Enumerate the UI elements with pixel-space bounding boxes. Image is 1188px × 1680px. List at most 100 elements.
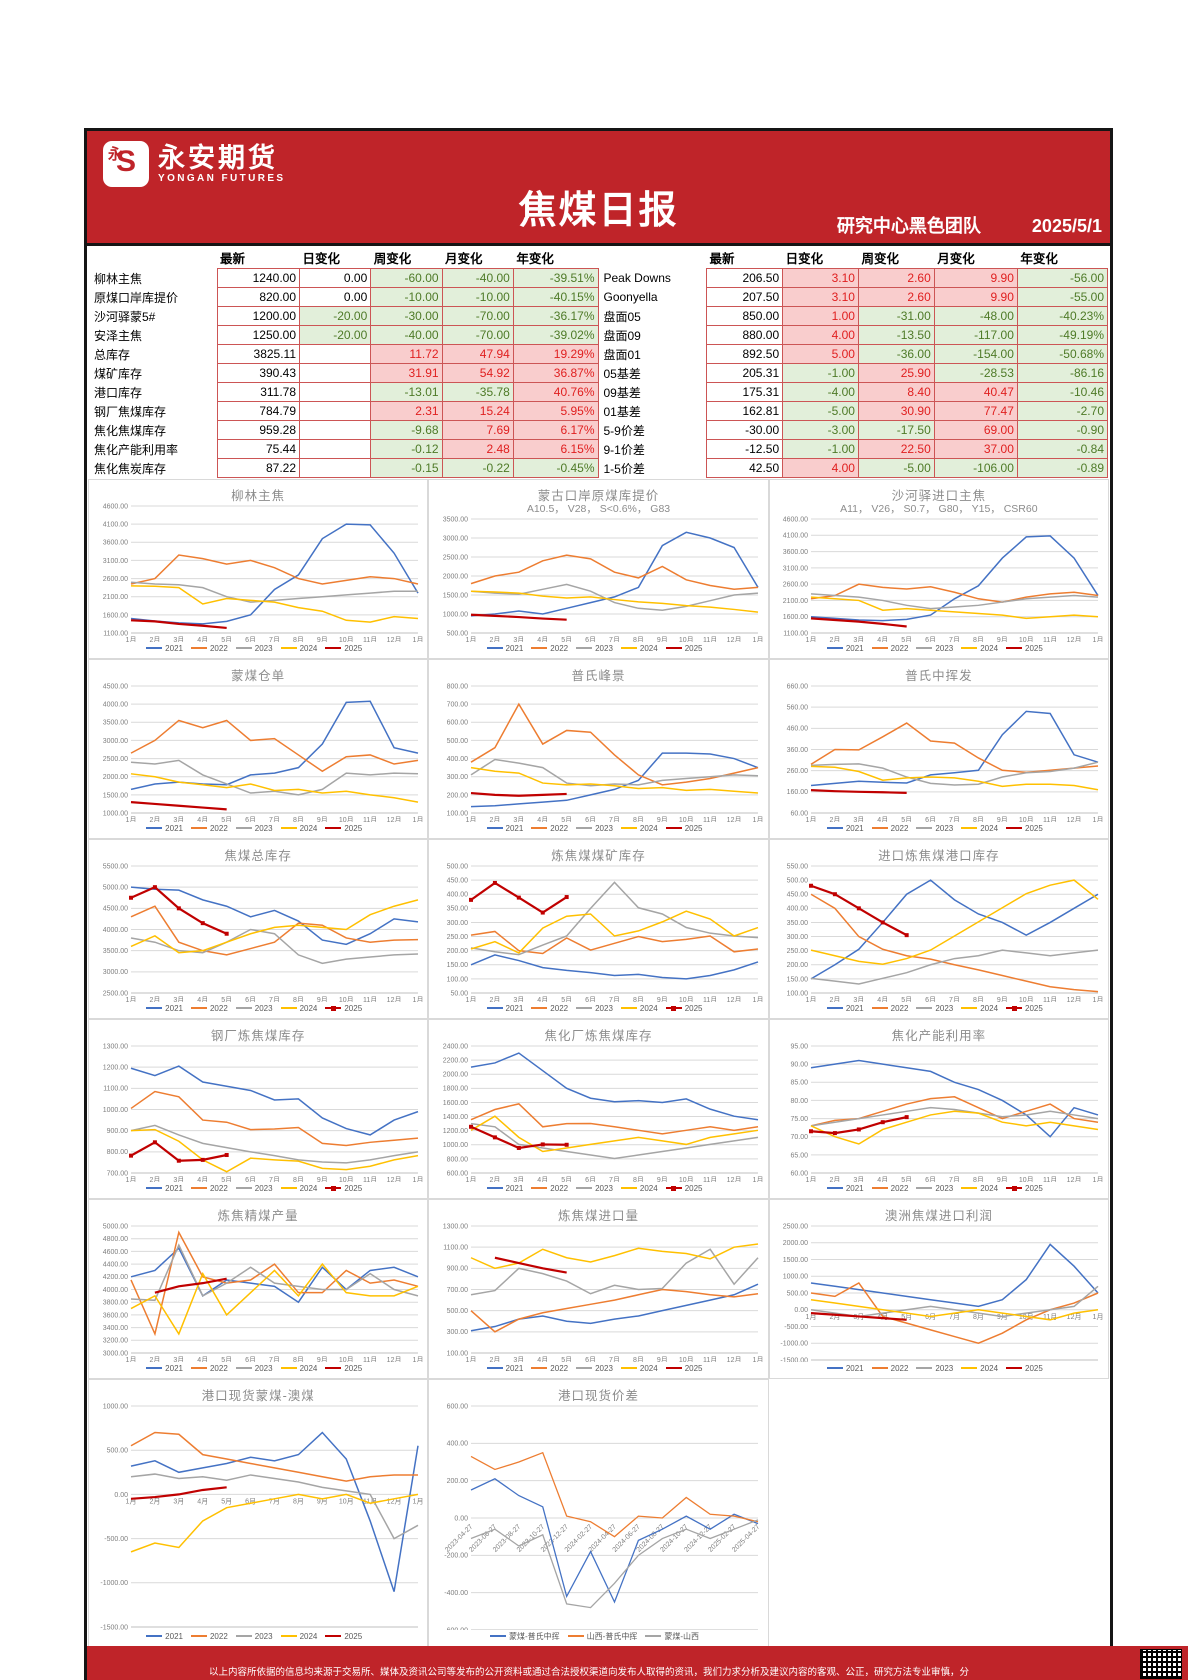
svg-text:450.00: 450.00 <box>787 892 809 899</box>
svg-text:2600.00: 2600.00 <box>102 576 127 583</box>
svg-text:2200.00: 2200.00 <box>443 1058 468 1065</box>
value-cell: -40.23% <box>1016 306 1109 326</box>
table-row: 总库存 3825.11 11.72 47.94 19.29% <box>89 344 599 364</box>
svg-text:6月: 6月 <box>585 816 596 822</box>
svg-text:12月: 12月 <box>1067 996 1082 1002</box>
chart-plot: 1000.00 1500.00 2000.00 2500.00 3000.00 3500.… <box>102 683 423 822</box>
svg-text:4月: 4月 <box>878 636 889 642</box>
table-row: 5-9价差 -30.00 -3.00 -17.50 69.00 -0.90 <box>598 420 1109 440</box>
svg-text:1月: 1月 <box>1093 1313 1104 1321</box>
svg-text:3月: 3月 <box>513 816 524 822</box>
svg-text:6月: 6月 <box>585 996 596 1002</box>
svg-text:1600.00: 1600.00 <box>443 1100 468 1107</box>
svg-text:5月: 5月 <box>902 636 913 642</box>
svg-text:4月: 4月 <box>537 1176 548 1182</box>
chart-plot: -1500.00 -1000.00 -500.00 0.00 500.00 1000.00… <box>781 1223 1104 1362</box>
legend-line-icon <box>190 1007 207 1010</box>
value-cell: 311.78 <box>216 382 301 402</box>
legend-label: 2021 <box>165 1631 183 1641</box>
value-cell: 2.60 <box>857 287 935 307</box>
svg-text:5月: 5月 <box>221 1356 232 1362</box>
value-cell: 37.00 <box>933 439 1018 459</box>
chart-title: 钢厂炼焦煤库存 <box>210 1029 306 1043</box>
svg-text:100.00: 100.00 <box>447 1350 469 1357</box>
svg-text:5月: 5月 <box>221 1176 232 1182</box>
table-row: 钢厂焦煤库存 784.79 2.31 15.24 5.95% <box>89 401 599 421</box>
legend-label: 2021 <box>165 1363 183 1373</box>
svg-text:7月: 7月 <box>949 996 960 1002</box>
svg-text:200.00: 200.00 <box>447 1478 469 1485</box>
table-row: Goonyella 207.50 3.10 2.60 9.90 -55.00 <box>598 287 1109 307</box>
svg-text:12月: 12月 <box>727 816 742 822</box>
chart-title: 港口现货价差 <box>557 1389 639 1403</box>
svg-text:6月: 6月 <box>245 1356 256 1362</box>
chart-title: 焦煤总库存 <box>224 849 292 863</box>
series-2022 <box>130 1431 418 1482</box>
value-cell: 1200.00 <box>216 306 301 326</box>
svg-text:200.00: 200.00 <box>787 962 809 969</box>
value-cell: -56.00 <box>1016 268 1109 288</box>
svg-text:10月: 10月 <box>1019 816 1034 822</box>
value-cell: -60.00 <box>370 268 443 288</box>
series-2025 <box>811 1312 908 1321</box>
svg-text:1000.00: 1000.00 <box>102 1107 127 1114</box>
chart-legend: 2021 2022 2023 2024 2025 <box>486 642 711 654</box>
value-cell: -48.00 <box>933 306 1018 326</box>
chart-plot: 3000.00 3200.00 3400.00 3600.00 3800.00 4000.… <box>102 1223 423 1362</box>
svg-text:700.00: 700.00 <box>106 1170 128 1177</box>
legend-label: 2025 <box>684 1363 703 1373</box>
legend-label: 2024 <box>299 1631 318 1641</box>
svg-text:8月: 8月 <box>973 1176 984 1182</box>
svg-text:10月: 10月 <box>679 1356 694 1362</box>
svg-text:3月: 3月 <box>173 816 184 822</box>
svg-text:-1000.00: -1000.00 <box>781 1341 809 1348</box>
value-cell: 11.72 <box>370 344 443 364</box>
svg-text:7月: 7月 <box>269 636 280 642</box>
series-2025 <box>811 789 908 794</box>
svg-text:8月: 8月 <box>293 1176 304 1182</box>
table-row: 05基差 205.31 -1.00 25.90 -28.53 -86.16 <box>598 363 1109 383</box>
table-row: 09基差 175.31 -4.00 8.40 40.47 -10.46 <box>598 382 1109 402</box>
svg-text:11月: 11月 <box>703 996 717 1002</box>
legend-label: 2023 <box>254 1183 273 1193</box>
column-header: 最新 <box>220 252 246 266</box>
value-cell: -36.00 <box>857 344 935 364</box>
svg-text:1月: 1月 <box>753 1356 764 1362</box>
column-header: 月变化 <box>937 252 975 266</box>
series-山西-普氏中挥 <box>470 1451 759 1538</box>
value-cell: 36.87% <box>512 363 599 383</box>
legend-line-icon <box>961 1187 978 1190</box>
chart-16: 港口现货蒙煤-澳煤 -1500.00 -1000.00 -500.00 0.00 500.… <box>88 1379 429 1647</box>
svg-text:3500.00: 3500.00 <box>102 720 127 727</box>
svg-text:9月: 9月 <box>317 636 328 642</box>
value-cell <box>299 439 372 459</box>
legend-line-icon <box>1006 1367 1023 1370</box>
svg-text:10月: 10月 <box>1019 636 1034 642</box>
value-cell: 6.15% <box>512 439 599 459</box>
series-2024 <box>811 596 1099 620</box>
svg-text:5月: 5月 <box>902 996 913 1002</box>
chart-8: 炼焦煤煤矿库存 50.00 100.00 150.00 200.00 250.00 300.… <box>428 839 769 1019</box>
series-2021 <box>470 531 759 617</box>
value-cell: 2.31 <box>370 401 443 421</box>
svg-text:7月: 7月 <box>949 816 960 822</box>
svg-text:450.00: 450.00 <box>447 878 469 885</box>
svg-text:360.00: 360.00 <box>787 747 809 754</box>
column-header: 周变化 <box>373 252 412 266</box>
svg-text:4800.00: 4800.00 <box>102 1236 127 1243</box>
chart-title: 炼焦煤煤矿库存 <box>551 849 646 863</box>
series-2025 <box>811 617 908 628</box>
svg-text:6月: 6月 <box>245 996 256 1002</box>
svg-text:700.00: 700.00 <box>447 1287 469 1294</box>
legend-label: 蒙煤-山西 <box>664 1631 699 1641</box>
svg-text:11月: 11月 <box>363 1497 377 1505</box>
legend-label: 2022 <box>209 1003 228 1013</box>
svg-text:2400.00: 2400.00 <box>443 1043 468 1050</box>
value-cell: -40.15% <box>512 287 599 307</box>
series-2021 <box>470 752 759 808</box>
legend-line-icon <box>826 1367 843 1370</box>
legend-line-icon <box>871 647 888 650</box>
svg-text:9月: 9月 <box>657 1356 668 1362</box>
legend-line-icon <box>235 647 252 650</box>
svg-text:8月: 8月 <box>293 636 304 642</box>
